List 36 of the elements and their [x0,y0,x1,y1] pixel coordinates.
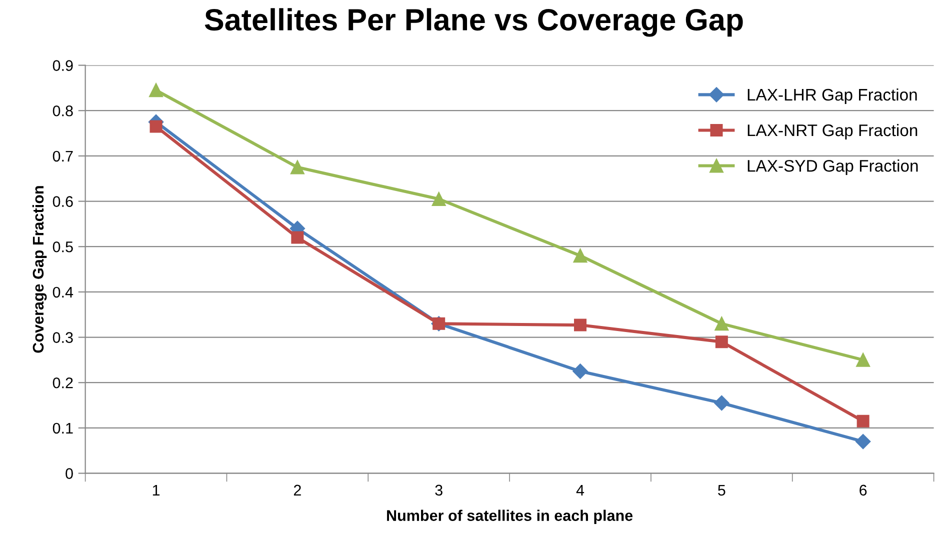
y-axis-title: Coverage Gap Fraction [32,186,47,353]
y-tick-label: 0.1 [52,422,73,434]
y-tick-label: 0.9 [52,60,73,71]
x-tick-label: 4 [576,484,584,496]
x-tick-label: 5 [718,484,726,496]
legend-label: LAX-LHR Gap Fraction [748,88,917,104]
point [573,248,588,263]
point [714,395,730,411]
y-tick-label: 0.5 [52,241,73,252]
point [856,414,870,428]
y-tick-label: 0.7 [52,150,73,162]
y-tick-label: 0.2 [52,377,73,388]
point [290,160,304,174]
point [856,353,870,367]
chart-title: Satellites Per Plane vs Coverage Gap [204,8,743,37]
x-tick-label: 2 [294,484,301,496]
legend-label: LAX-SYD Gap Fraction [748,160,918,176]
point [291,231,304,244]
point [574,318,587,332]
point [149,83,163,98]
x-axis-title: Number of satellites in each plane [387,510,633,524]
point [715,336,728,348]
point [150,120,162,133]
y-tick-label: 0 [66,468,73,479]
point [714,316,729,331]
legend-label: LAX-NRT Gap Fraction [748,124,918,140]
x-tick-label: 3 [435,484,442,496]
point [572,364,588,379]
x-tick-label: 1 [152,484,160,496]
y-tick-label: 0.4 [52,286,74,298]
point [432,192,446,206]
point [856,434,871,450]
y-tick-label: 0.3 [52,332,73,343]
y-tick-label: 0.6 [52,196,73,207]
y-tick-label: 0.8 [52,105,73,116]
x-tick-label: 6 [860,484,867,496]
